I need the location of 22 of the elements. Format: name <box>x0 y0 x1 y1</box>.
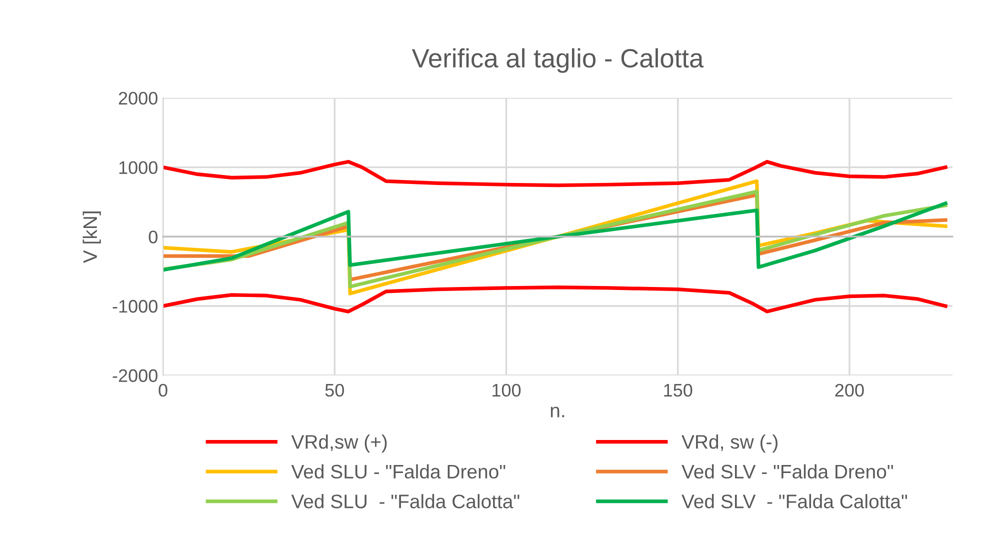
legend-label: Ved SLV - "Falda Calotta" <box>682 494 908 508</box>
x-tick-label: 100 <box>492 384 521 397</box>
chart-title: Verifica al taglio - Calotta <box>412 48 704 73</box>
x-tick-label: 150 <box>664 384 692 397</box>
line-series <box>163 160 948 188</box>
y-tick-label: 2000 <box>118 92 158 105</box>
x-tick-label: 50 <box>325 384 344 397</box>
legend-label: VRd, sw (-) <box>682 434 778 453</box>
line-series <box>163 285 948 314</box>
x-tick-label: 200 <box>835 384 864 397</box>
y-tick-label: 1000 <box>119 161 158 174</box>
legend-label: Ved SLV - "Falda Dreno" <box>682 464 893 479</box>
y-tick-label: 0 <box>148 230 158 244</box>
line-series <box>163 202 948 272</box>
y-tick-label: -1000 <box>112 300 158 313</box>
legend-label: Ved SLU - "Falda Dreno" <box>291 464 506 479</box>
y-tick-label: -2000 <box>112 369 158 382</box>
legend-label: Ved SLU - "Falda Calotta" <box>291 494 520 508</box>
y-axis-title: V [kN] <box>82 212 101 264</box>
x-axis-title: n. <box>550 406 564 418</box>
legend-label: VRd,sw (+) <box>291 434 387 453</box>
x-tick-label: 0 <box>158 384 168 397</box>
